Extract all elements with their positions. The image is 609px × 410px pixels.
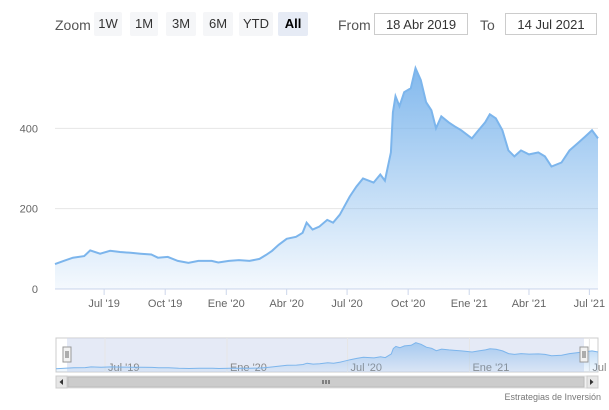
- scroll-right-button[interactable]: [586, 375, 599, 389]
- scrollbar[interactable]: [55, 375, 599, 389]
- x-axis-labels: Jul '19 Oct '19 Ene '20 Abr '20 Jul '20 Oct '…: [88, 298, 605, 310]
- zoom-button-ytd[interactable]: YTD: [239, 12, 273, 36]
- series-line: [54, 64, 599, 266]
- navigator-series-area: [56, 342, 598, 372]
- navigator-handle-right[interactable]: [579, 346, 589, 363]
- series-area: [55, 68, 598, 289]
- x-tick-label: Jul '21: [574, 298, 605, 310]
- zoom-button-3m[interactable]: 3M: [166, 12, 196, 36]
- y-tick-label: 400: [20, 123, 38, 135]
- navigator-handle-left[interactable]: [62, 346, 72, 363]
- x-tick-label: Abr '20: [269, 298, 304, 310]
- zoom-label: Zoom: [55, 17, 91, 33]
- to-label: To: [480, 17, 495, 33]
- range-toolbar: Zoom 1W 1M 3M 6M YTD All From 18 Abr 201…: [0, 0, 609, 44]
- from-date-input[interactable]: 18 Abr 2019: [374, 13, 468, 35]
- to-date-input[interactable]: 14 Jul 2021: [505, 13, 597, 35]
- x-tick-label: Jul '20: [331, 298, 362, 310]
- x-tick-label: Oct '20: [391, 298, 426, 310]
- zoom-button-6m[interactable]: 6M: [203, 12, 233, 36]
- navigator-series-line: [55, 342, 599, 370]
- zoom-button-1m[interactable]: 1M: [130, 12, 158, 36]
- x-tick-label: Ene '20: [208, 298, 245, 310]
- zoom-button-1w[interactable]: 1W: [94, 12, 122, 36]
- credit-label: Estrategias de Inversión: [504, 392, 601, 402]
- y-tick-label: 200: [20, 204, 38, 216]
- y-axis-labels: 0 200 400: [20, 123, 38, 296]
- scroll-left-button[interactable]: [55, 375, 68, 389]
- from-label: From: [338, 17, 371, 33]
- x-tick-label: Ene '21: [451, 298, 488, 310]
- y-tick-label: 0: [32, 284, 38, 296]
- zoom-button-all[interactable]: All: [278, 12, 308, 36]
- x-tick-label: Oct '19: [148, 298, 183, 310]
- x-tick-label: Jul '19: [88, 298, 119, 310]
- x-tick-label: Abr '21: [512, 298, 547, 310]
